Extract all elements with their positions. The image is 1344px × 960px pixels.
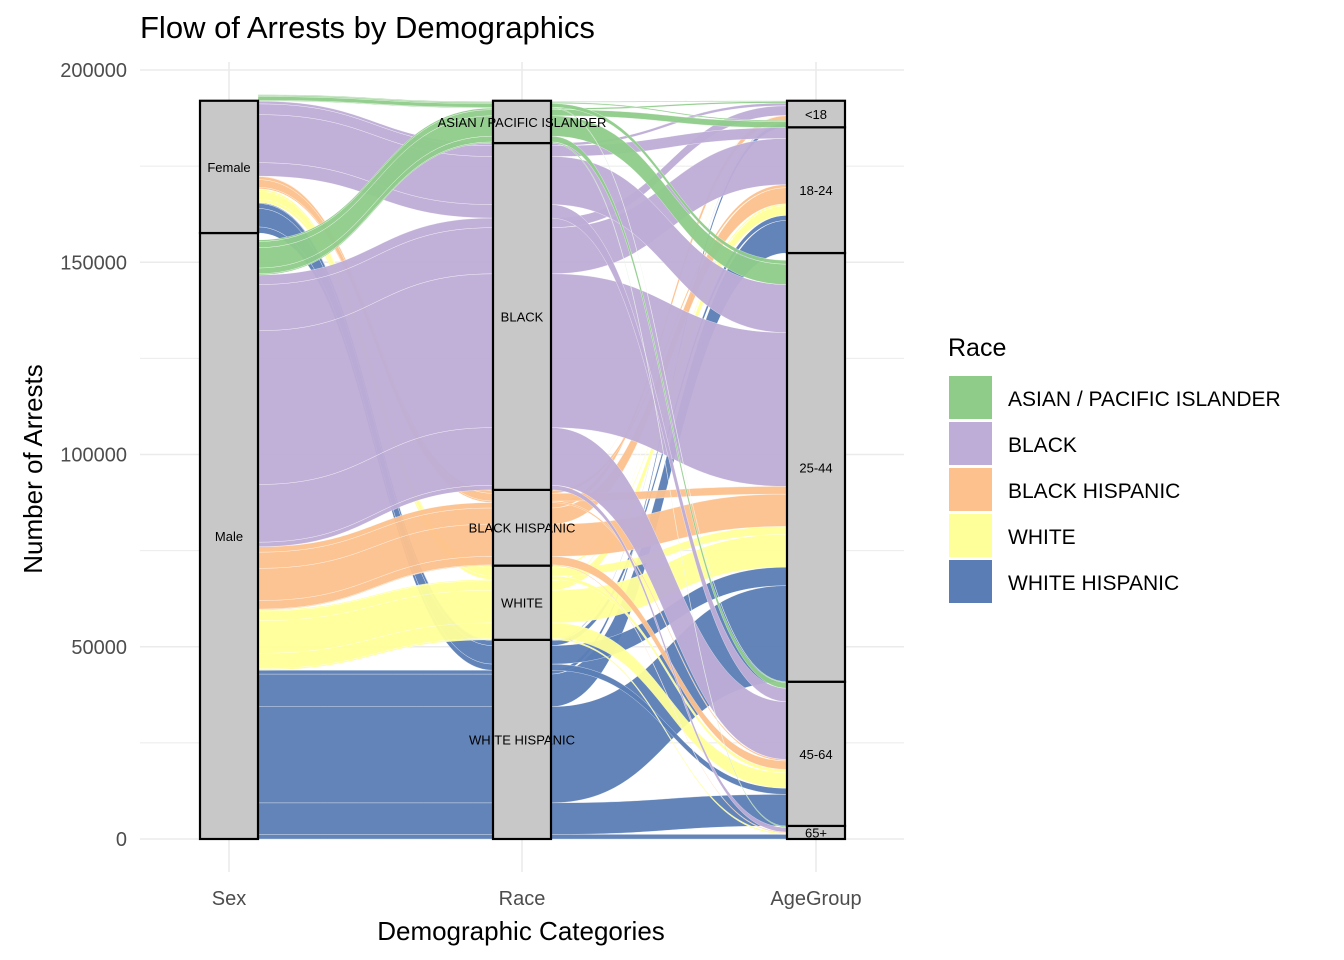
stratum-label: 65+: [805, 825, 827, 840]
x-tick-label: Race: [499, 888, 546, 910]
stratum-box: [198, 99, 260, 235]
flow-band: [550, 794, 788, 835]
legend-swatch: [949, 422, 992, 465]
legend-swatch: [949, 514, 992, 557]
stratum-box: [491, 638, 553, 841]
x-tick-label: Sex: [212, 888, 246, 910]
legend-label: WHITE HISPANIC: [1008, 572, 1179, 595]
stratum-box: [491, 488, 553, 567]
stratum-box: [491, 99, 553, 145]
stratum-label: WHITE: [501, 596, 543, 611]
stratum-label: 45-64: [799, 747, 832, 762]
legend-label: ASIAN / PACIFIC ISLANDER: [1008, 388, 1281, 411]
x-tick-label: AgeGroup: [770, 888, 861, 910]
flow-bands: [257, 94, 788, 840]
stratum-label: Male: [215, 529, 243, 544]
stratum-label: WHITE HISPANIC: [469, 732, 575, 747]
stratum-box: [198, 231, 260, 841]
y-tick-label: 0: [116, 829, 127, 851]
stratum-box: [785, 99, 847, 129]
y-tick-label: 50000: [71, 637, 127, 659]
stratum-box: [785, 126, 847, 255]
legend-label: BLACK: [1008, 434, 1077, 457]
y-tick-label: 150000: [60, 252, 127, 274]
y-tick-label: 100000: [60, 445, 127, 467]
stratum-label: Female: [207, 160, 250, 175]
legend-label: WHITE: [1008, 526, 1076, 549]
flow-band: [257, 669, 494, 675]
legend-swatch: [949, 560, 992, 603]
stratum-label: BLACK HISPANIC: [469, 521, 576, 536]
stratum-label: 25-44: [799, 460, 832, 475]
y-axis-ticks: 0 50000 100000 150000 200000: [60, 60, 127, 851]
stratum-label: BLACK: [501, 309, 544, 324]
x-axis-title: Demographic Categories: [377, 916, 665, 946]
legend: Race ASIAN / PACIFIC ISLANDER BLACK BLACK …: [948, 334, 1281, 603]
legend-label: BLACK HISPANIC: [1008, 480, 1180, 503]
flow-band: [257, 706, 494, 804]
flow-band: [550, 834, 788, 840]
legend-title: Race: [948, 334, 1006, 362]
flow-band: [257, 673, 494, 707]
x-axis-ticks: Sex Race AgeGroup: [212, 888, 862, 910]
strata-boxes: Male Female WHITE HISPANIC WHITE BLACK HISPA…: [198, 99, 847, 841]
stratum-label: 18-24: [799, 183, 832, 198]
y-tick-label: 200000: [60, 60, 127, 82]
stratum-box: [491, 564, 553, 641]
flow-band: [257, 834, 494, 840]
chart-title: Flow of Arrests by Demographics: [140, 10, 595, 45]
stratum-box: [785, 680, 847, 828]
stratum-label: ASIAN / PACIFIC ISLANDER: [438, 115, 607, 130]
legend-swatch: [949, 468, 992, 511]
stratum-box: [491, 141, 553, 491]
flow-band: [257, 802, 494, 835]
legend-swatch: [949, 376, 992, 419]
y-axis-title: Number of Arrests: [18, 364, 48, 574]
stratum-box: [785, 251, 847, 683]
stratum-label: <18: [805, 107, 827, 122]
